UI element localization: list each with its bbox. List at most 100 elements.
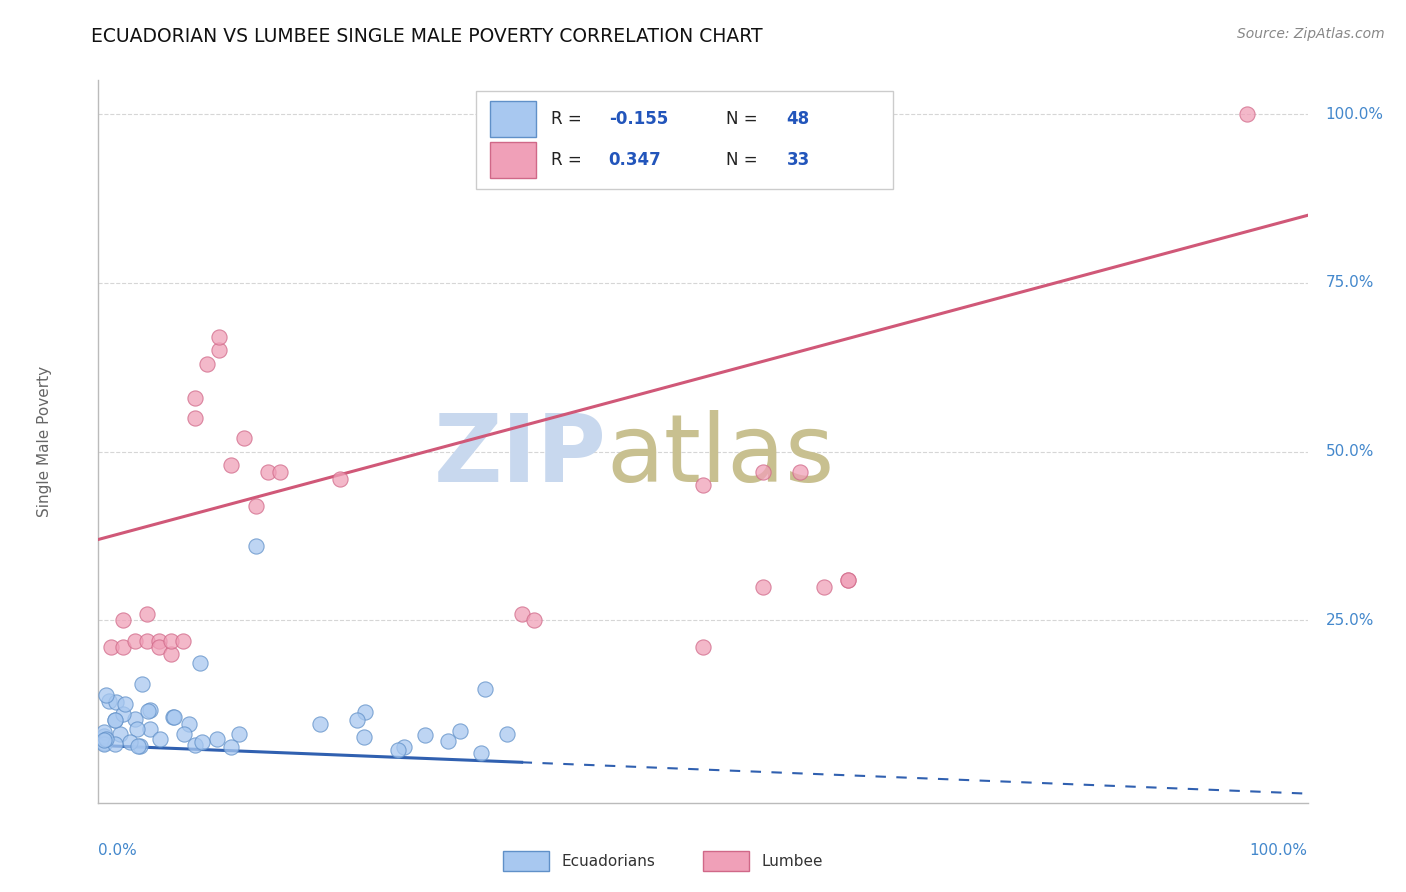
Point [184, 411, 207, 425]
Point [149, 732, 172, 747]
Text: 100.0%: 100.0% [1250, 843, 1308, 857]
Point [148, 640, 170, 655]
Point [219, 739, 242, 754]
Point [160, 633, 183, 648]
Point [813, 580, 835, 594]
Point [162, 710, 184, 724]
Point [103, 737, 125, 751]
Text: R =: R = [551, 151, 586, 169]
Point [195, 357, 218, 371]
Point [93, 724, 115, 739]
Point [104, 695, 127, 709]
Point [789, 465, 811, 479]
FancyBboxPatch shape [703, 851, 749, 871]
Point [160, 647, 183, 661]
Point [131, 677, 153, 691]
Point [837, 573, 859, 587]
Point [523, 614, 546, 628]
Point [413, 728, 436, 742]
Point [269, 465, 291, 479]
Point [208, 343, 231, 358]
Text: 0.0%: 0.0% [98, 843, 138, 857]
FancyBboxPatch shape [475, 91, 893, 189]
Point [353, 730, 375, 744]
Point [93, 733, 115, 747]
Text: Single Male Poverty: Single Male Poverty [37, 366, 52, 517]
Point [228, 726, 250, 740]
Point [232, 431, 254, 445]
Point [139, 703, 162, 717]
Point [111, 614, 134, 628]
Point [208, 330, 231, 344]
Text: N =: N = [725, 110, 763, 128]
Point [184, 738, 207, 752]
Point [245, 499, 267, 513]
Point [221, 458, 243, 472]
Text: Lumbee: Lumbee [761, 854, 823, 869]
Point [449, 723, 471, 738]
Point [387, 743, 409, 757]
Point [184, 391, 207, 405]
Point [114, 698, 136, 712]
Text: ECUADORIAN VS LUMBEE SINGLE MALE POVERTY CORRELATION CHART: ECUADORIAN VS LUMBEE SINGLE MALE POVERTY… [91, 27, 763, 45]
Point [138, 722, 160, 736]
Text: Ecuadorians: Ecuadorians [561, 854, 655, 869]
Point [124, 712, 146, 726]
Point [437, 734, 460, 748]
Point [128, 739, 150, 753]
Text: 50.0%: 50.0% [1326, 444, 1374, 459]
Point [470, 746, 492, 760]
Point [94, 689, 117, 703]
Point [162, 709, 184, 723]
Point [354, 705, 377, 719]
Text: R =: R = [551, 110, 586, 128]
Text: 48: 48 [786, 110, 810, 128]
FancyBboxPatch shape [491, 101, 536, 136]
Point [93, 737, 115, 751]
Point [148, 633, 170, 648]
Text: atlas: atlas [606, 410, 835, 502]
Point [127, 722, 149, 736]
Text: ZIP: ZIP [433, 410, 606, 502]
Point [1236, 107, 1258, 121]
Text: 100.0%: 100.0% [1326, 106, 1384, 121]
Point [245, 539, 267, 553]
Point [329, 472, 352, 486]
Point [474, 681, 496, 696]
Point [394, 740, 416, 755]
Point [111, 706, 134, 721]
Point [127, 739, 149, 753]
Point [108, 727, 131, 741]
Point [100, 640, 122, 655]
Point [136, 704, 159, 718]
Point [346, 713, 368, 727]
Text: N =: N = [725, 151, 763, 169]
Point [104, 714, 127, 728]
Point [120, 734, 142, 748]
Point [510, 607, 533, 621]
FancyBboxPatch shape [491, 142, 536, 178]
Point [173, 727, 195, 741]
Point [104, 713, 127, 727]
Point [93, 729, 115, 743]
Point [256, 465, 278, 479]
Point [309, 717, 332, 731]
Point [111, 640, 134, 655]
Point [97, 694, 120, 708]
Point [692, 478, 714, 492]
Point [752, 465, 775, 479]
Point [135, 633, 157, 648]
Text: 0.347: 0.347 [609, 151, 661, 169]
Point [752, 580, 775, 594]
Point [135, 607, 157, 621]
Text: 25.0%: 25.0% [1326, 613, 1374, 628]
Text: Source: ZipAtlas.com: Source: ZipAtlas.com [1237, 27, 1385, 41]
Text: 33: 33 [786, 151, 810, 169]
Point [96, 732, 118, 747]
Point [205, 732, 228, 747]
FancyBboxPatch shape [503, 851, 550, 871]
Point [692, 640, 714, 655]
Text: 75.0%: 75.0% [1326, 276, 1374, 291]
Point [191, 735, 214, 749]
Point [188, 657, 211, 671]
